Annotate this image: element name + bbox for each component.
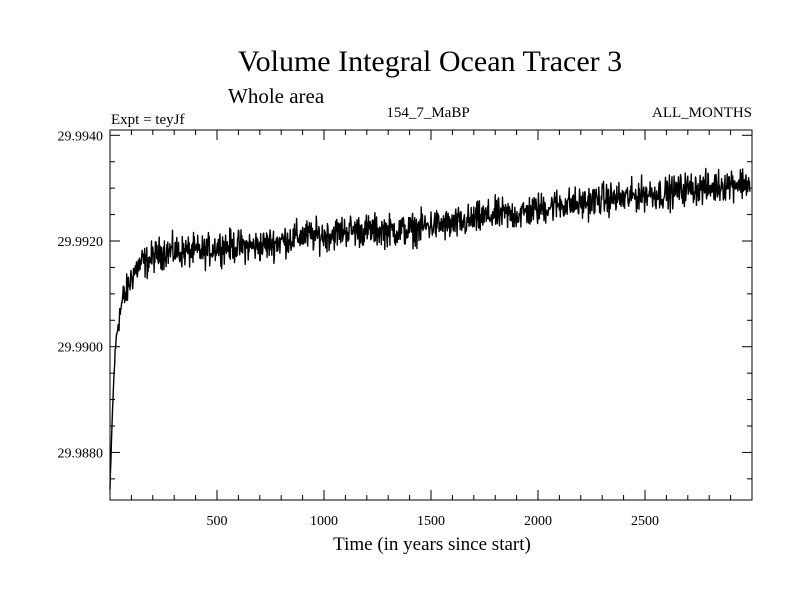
chart-title: Volume Integral Ocean Tracer 3 — [238, 45, 622, 78]
axis-ticks — [110, 130, 752, 500]
x-tick-label: 2500 — [631, 514, 659, 529]
months-label: ALL_MONTHS — [652, 105, 752, 121]
y-tick-label: 29.9920 — [58, 235, 104, 250]
series-line — [109, 167, 751, 490]
chart-subtitle: Whole area — [228, 84, 325, 108]
period-label: 154_7_MaBP — [386, 105, 469, 121]
x-tick-label: 2000 — [524, 514, 552, 529]
x-tick-label: 1000 — [310, 514, 338, 529]
y-tick-label: 29.9940 — [58, 129, 104, 144]
axis-tick-labels: 500 1000 1500 2000 2500 29.9880 29.9900 29.9920… — [58, 129, 660, 529]
y-tick-label: 29.9880 — [58, 446, 104, 461]
plot-frame — [109, 129, 753, 501]
x-tick-label: 1500 — [417, 514, 445, 529]
y-tick-label: 29.9900 — [58, 341, 104, 356]
experiment-label: Expt = teyJf — [111, 112, 184, 128]
series-group — [109, 167, 751, 490]
x-tick-label: 500 — [207, 514, 228, 529]
x-axis-label: Time (in years since start) — [333, 534, 531, 555]
